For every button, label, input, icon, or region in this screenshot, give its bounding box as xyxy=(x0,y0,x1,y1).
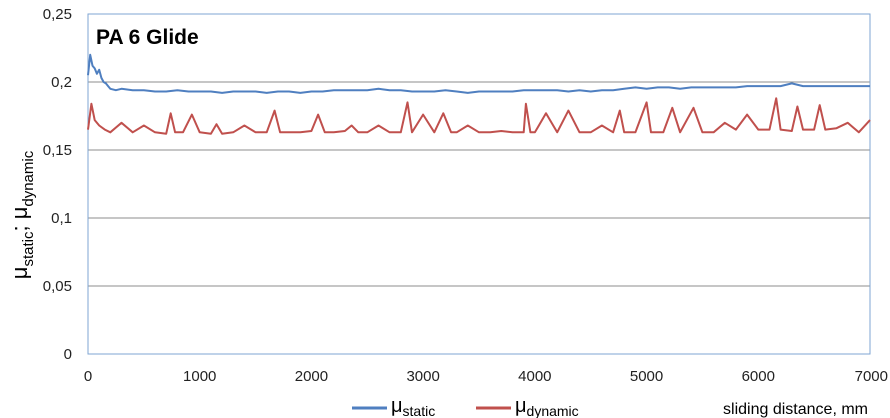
y-tick-label: 0,25 xyxy=(43,6,72,23)
legend-static-mu: μ xyxy=(391,395,403,417)
y-axis-ticks: 0 0,05 0,1 0,15 0,2 0,25 xyxy=(43,6,72,363)
x-tick-label: 2000 xyxy=(295,368,328,385)
x-tick-label: 1000 xyxy=(183,368,216,385)
x-tick-label: 3000 xyxy=(406,368,439,385)
y-axis-label: μstatic; μdynamic xyxy=(7,150,37,279)
x-tick-label: 5000 xyxy=(630,368,663,385)
y-axis-label-mu: μ xyxy=(7,267,32,280)
x-tick-label: 0 xyxy=(84,368,92,385)
legend-static-sub: static xyxy=(403,403,436,418)
chart-title: PA 6 Glide xyxy=(96,26,199,49)
y-tick-label: 0,05 xyxy=(43,278,72,295)
x-tick-label: 7000 xyxy=(855,368,888,385)
y-tick-label: 0,2 xyxy=(51,74,72,91)
plot-area-frame xyxy=(87,13,871,355)
y-tick-label: 0,1 xyxy=(51,210,72,227)
x-tick-label: 4000 xyxy=(518,368,551,385)
legend-dynamic-sub: dynamic xyxy=(527,403,579,418)
y-axis-label-sub-dynamic: dynamic xyxy=(20,150,37,206)
legend: μstatic μdynamic xyxy=(352,395,579,418)
legend-label-dynamic: μdynamic xyxy=(515,395,579,418)
y-tick-label: 0 xyxy=(64,346,72,363)
x-axis-ticks: 0 1000 2000 3000 4000 5000 6000 7000 xyxy=(84,368,888,385)
series-layer xyxy=(87,53,871,135)
y-axis-label-separator: ; xyxy=(7,219,32,231)
series-line-dynamic xyxy=(87,97,871,135)
x-tick-label: 6000 xyxy=(742,368,775,385)
x-axis-label: sliding distance, mm xyxy=(723,401,868,418)
y-tick-label: 0,15 xyxy=(43,142,72,159)
series-line-static xyxy=(87,53,870,94)
legend-dynamic-mu: μ xyxy=(515,395,527,417)
y-axis-label-mu-2: μ xyxy=(7,207,32,220)
legend-label-static: μstatic xyxy=(391,395,435,418)
y-axis-label-sub-static: static xyxy=(20,231,37,267)
